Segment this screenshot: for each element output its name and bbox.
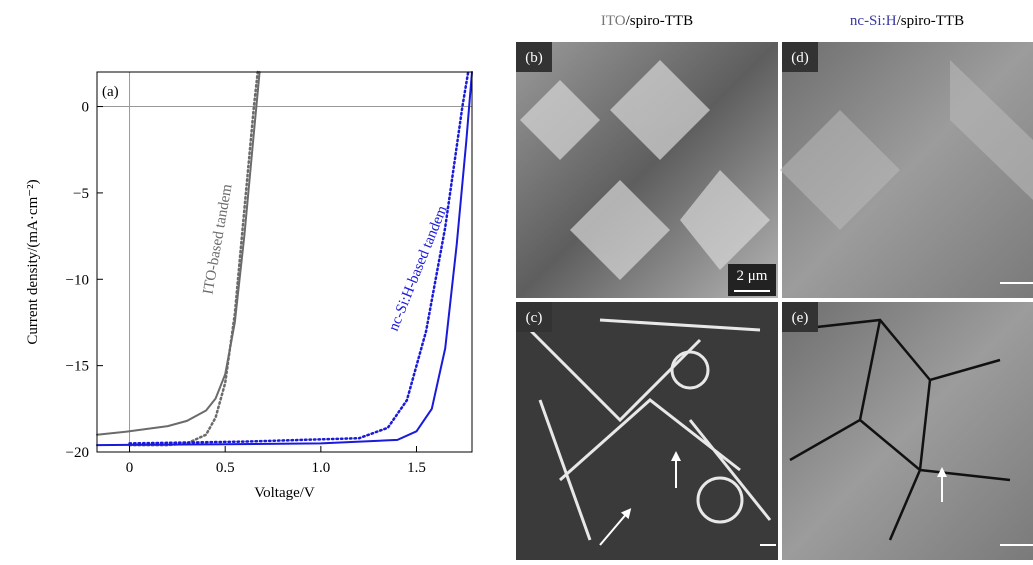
y-axis-label: Current density/(mA·cm⁻²)	[25, 179, 41, 344]
label-box	[782, 302, 818, 332]
plot-frame	[96, 71, 473, 453]
texture	[789, 318, 1011, 541]
column-header: ITO/spiro-TTB	[601, 13, 693, 29]
arrow	[599, 508, 632, 546]
y-tick-label: −20	[66, 445, 89, 461]
series-line	[128, 70, 470, 445]
y-tick-label: −10	[66, 272, 89, 288]
label-box	[516, 42, 552, 72]
x-axis-label: Voltage/V	[254, 485, 315, 501]
series-line	[96, 71, 473, 447]
header-rest: /spiro-TTB	[626, 13, 694, 29]
x-tick-label: 1.5	[407, 460, 426, 476]
panel-label: (c)	[526, 310, 543, 326]
x-tick-label: 0.5	[216, 460, 235, 476]
panel-label: (b)	[525, 50, 543, 66]
texture	[780, 60, 1033, 230]
scale-label: 2 μm	[737, 268, 768, 284]
image-e	[782, 302, 1033, 560]
annotation: nc-Si:H-based tandem	[386, 203, 451, 333]
label-box	[782, 42, 818, 72]
header-rest: /spiro-TTB	[897, 13, 965, 29]
sem-images: 2 μm (b) (c) (d) (e)	[516, 42, 1033, 560]
annotation: ITO-based tandem	[200, 183, 235, 296]
panel-label: (a)	[102, 84, 119, 100]
panel-label: (e)	[792, 310, 809, 326]
x-tick-label: 0	[126, 460, 134, 476]
y-tick-label: 0	[82, 100, 90, 116]
column-header: nc-Si:H/spiro-TTB	[850, 13, 964, 29]
header-material: ITO	[601, 13, 626, 29]
panel-label: (d)	[791, 50, 809, 66]
texture	[520, 60, 770, 280]
texture	[528, 318, 772, 541]
x-tick-label: 1.0	[311, 460, 330, 476]
y-tick-label: −15	[66, 359, 89, 375]
y-tick-label: −5	[73, 186, 89, 202]
image-c	[516, 302, 778, 560]
label-box	[516, 302, 552, 332]
header-material: nc-Si:H	[850, 13, 897, 29]
series-line	[128, 70, 259, 447]
series-line	[96, 71, 261, 436]
